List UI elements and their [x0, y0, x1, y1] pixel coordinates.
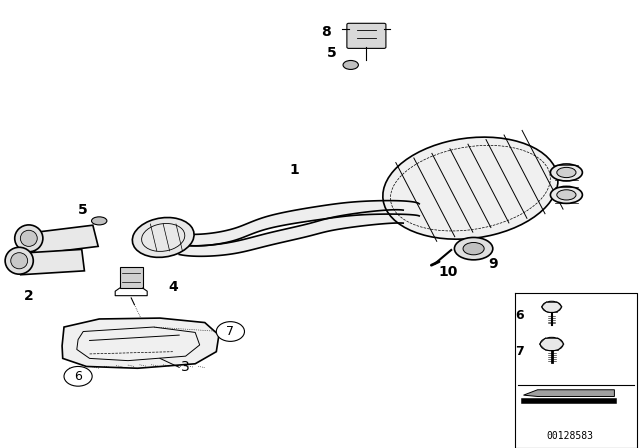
Ellipse shape	[550, 186, 582, 203]
Text: 5: 5	[78, 202, 88, 217]
Bar	[120, 267, 143, 288]
Ellipse shape	[132, 218, 194, 257]
Text: 00128583: 00128583	[546, 431, 593, 441]
Ellipse shape	[557, 168, 576, 177]
Polygon shape	[30, 225, 98, 254]
Text: 8: 8	[321, 25, 332, 39]
Polygon shape	[524, 390, 614, 396]
Ellipse shape	[20, 230, 37, 246]
Text: 5: 5	[326, 46, 337, 60]
Ellipse shape	[542, 301, 561, 312]
Circle shape	[64, 366, 92, 386]
Text: 4: 4	[168, 280, 178, 294]
Text: 1: 1	[289, 163, 300, 177]
Ellipse shape	[540, 337, 563, 351]
Ellipse shape	[383, 137, 558, 239]
Ellipse shape	[11, 253, 28, 269]
Text: 6: 6	[515, 309, 524, 323]
Ellipse shape	[557, 190, 576, 200]
Polygon shape	[179, 201, 419, 246]
Ellipse shape	[92, 217, 107, 225]
Polygon shape	[179, 210, 403, 256]
Text: 6: 6	[74, 370, 82, 383]
Circle shape	[216, 322, 244, 341]
Text: 9: 9	[488, 257, 498, 271]
Ellipse shape	[15, 225, 43, 252]
Text: 10: 10	[438, 265, 458, 280]
Ellipse shape	[454, 237, 493, 260]
Text: 2: 2	[24, 289, 34, 303]
Ellipse shape	[463, 242, 484, 255]
Ellipse shape	[5, 247, 33, 274]
Ellipse shape	[343, 60, 358, 69]
Polygon shape	[18, 250, 84, 275]
Ellipse shape	[550, 164, 582, 181]
Polygon shape	[62, 318, 219, 368]
Text: 7: 7	[227, 325, 234, 338]
Text: 7: 7	[515, 345, 524, 358]
Text: 3: 3	[181, 360, 190, 375]
FancyBboxPatch shape	[347, 23, 386, 48]
